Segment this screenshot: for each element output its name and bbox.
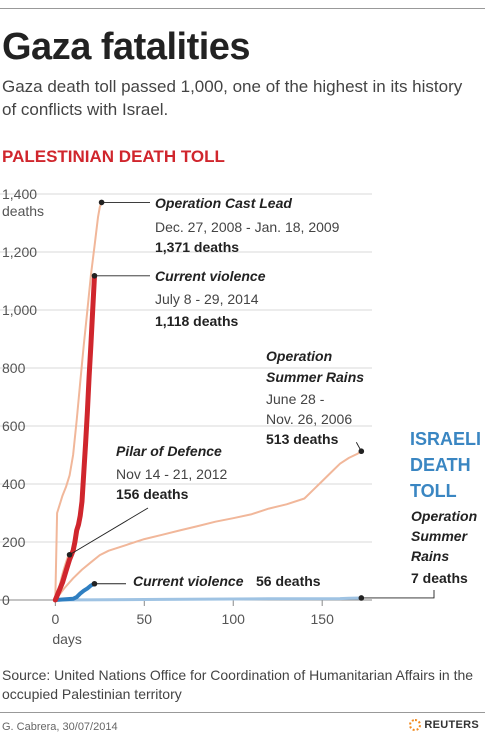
series-line (54, 450, 363, 601)
series-line (54, 201, 103, 601)
series-line (53, 596, 363, 602)
page-title: Gaza fatalities (2, 26, 251, 68)
annotation-dates: Dec. 27, 2008 - Jan. 18, 2009 (155, 219, 340, 235)
annotation-title: Summer (411, 528, 469, 544)
annotation-title: Current violence (133, 573, 244, 589)
y-tick-label: 200 (2, 534, 26, 550)
annotation-dot (358, 448, 365, 455)
annotation-dates: July 8 - 29, 2014 (155, 291, 259, 307)
annotation-dot (91, 580, 98, 587)
y-axis-label: deaths (2, 203, 44, 219)
annotation-title: Pilar of Defence (116, 443, 222, 459)
source-note: Source: United Nations Office for Coordi… (2, 667, 474, 702)
x-tick-label: 150 (311, 611, 335, 627)
annotation-dates: Nov. 26, 2006 (266, 411, 352, 427)
annotation-total: 7 deaths (411, 570, 468, 586)
annotation-leaders (66, 199, 435, 601)
x-tick-label: 100 (222, 611, 246, 627)
x-tick-labels: 0 50 100 150 days (51, 600, 334, 647)
y-tick-label: 600 (2, 418, 26, 434)
reuters-dots-icon (409, 719, 422, 731)
annotations: Operation Cast Lead Dec. 27, 2008 - Jan. … (116, 195, 477, 589)
y-tick-label: 0 (2, 592, 10, 608)
bottom-rule (0, 712, 485, 713)
y-tick-label: 1,000 (2, 302, 37, 318)
series-lines (52, 201, 363, 603)
annotation-total: 513 deaths (266, 431, 339, 447)
x-tick-label: 50 (136, 611, 152, 627)
series-line (52, 273, 97, 603)
y-tick-label: 400 (2, 476, 26, 492)
annotation-total: 156 deaths (116, 486, 189, 502)
palestinian-heading: PALESTINIAN DEATH TOLL (2, 147, 225, 166)
annotation-title: Operation Cast Lead (155, 195, 292, 211)
annotation-total: 56 deaths (256, 573, 321, 589)
y-tick-label: 800 (2, 360, 26, 376)
annotation-dot (98, 199, 105, 206)
y-tick-label: 1,400 (2, 186, 37, 202)
x-axis-label: days (52, 631, 82, 647)
annotation-total: 1,118 deaths (155, 313, 238, 329)
annotation-leader (361, 590, 435, 599)
brand-logo: REUTERS (409, 719, 479, 731)
annotation-leader (355, 442, 362, 452)
annotation-title: Current violence (155, 268, 266, 284)
annotation-leader (69, 507, 149, 556)
annotation-dot (66, 551, 73, 558)
annotation-dates: June 28 - (266, 391, 325, 407)
top-rule (0, 8, 485, 9)
annotation-dates: Nov 14 - 21, 2012 (116, 466, 228, 482)
brand-label: REUTERS (424, 719, 479, 731)
x-tick-label: 0 (51, 611, 59, 627)
page-subtitle: Gaza death toll passed 1,000, one of the… (2, 77, 463, 119)
annotation-title: Operation (266, 348, 332, 364)
annotation-title: Operation (411, 508, 477, 524)
annotation-total: 1,371 deaths (155, 239, 239, 255)
israeli-heading: ISRAELI DEATH TOLL (410, 429, 482, 501)
y-tick-label: 1,200 (2, 244, 37, 260)
annotation-dot (91, 272, 98, 279)
annotation-title: Summer Rains (266, 369, 364, 385)
series-line (53, 581, 97, 602)
annotation-title: Rains (411, 548, 449, 564)
credit: G. Cabrera, 30/07/2014 (2, 721, 118, 733)
